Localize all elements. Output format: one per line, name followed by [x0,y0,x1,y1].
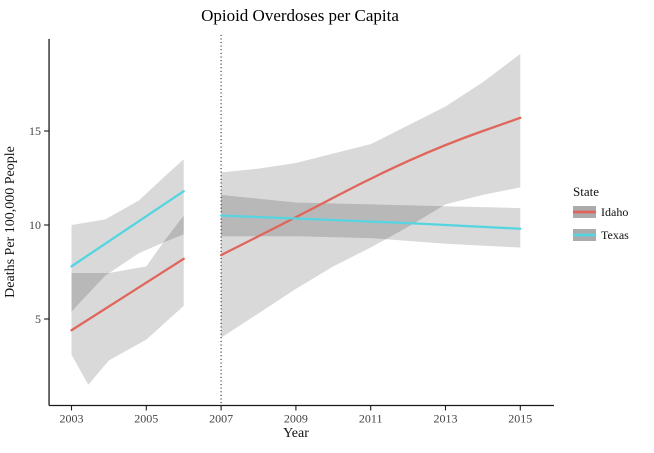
x-tick-label: 2015 [508,411,532,425]
y-axis-label: Deaths Per 100,000 People [3,146,18,298]
chart-title: Opioid Overdoses per Capita [201,6,399,25]
y-tick-label: 10 [29,218,41,232]
legend-entries: Idaho Texas [573,205,629,242]
legend-entry-idaho: Idaho [573,205,628,219]
legend-label: Idaho [601,205,628,219]
y-tick-label: 5 [35,312,41,326]
legend-label: Texas [601,228,629,242]
idaho-trend-line [219,116,522,257]
x-tick-label: 2011 [359,411,383,425]
legend-entry-texas: Texas [573,228,629,242]
x-tick-label: 2005 [134,411,158,425]
idaho-confidence-band [71,215,184,385]
y-tick-label: 15 [29,124,41,138]
trend-lines-layer [70,116,522,332]
x-tick-label: 2009 [284,411,308,425]
idaho-trend-line [70,257,185,332]
x-tick-label: 2013 [434,411,458,425]
x-axis-label: Year [283,426,309,441]
x-tick-label: 2007 [209,411,233,425]
texas-trend-line [219,214,522,230]
idaho-confidence-band [221,53,521,338]
axes-layer: 2003 2005 2007 2009 2011 2013 2015 5 10 15 [29,38,554,425]
legend-title: State [573,184,599,199]
legend: State Idaho Texas [573,184,629,242]
x-tick-label: 2003 [60,411,84,425]
texas-confidence-band [71,159,184,312]
texas-trend-line [70,190,185,268]
